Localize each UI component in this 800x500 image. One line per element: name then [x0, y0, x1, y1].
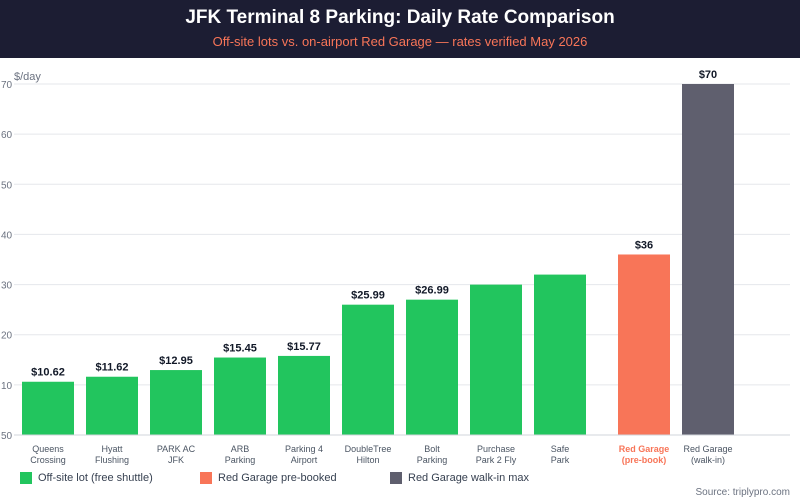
category-label: Red Garage [619, 444, 670, 454]
category-label: JFK [168, 455, 184, 465]
legend-item-prebook: Red Garage pre-booked [200, 471, 337, 485]
legend-swatch-prebook [200, 472, 212, 484]
data-label: $70 [699, 69, 717, 81]
bar [86, 376, 138, 435]
category-label: Park [551, 455, 570, 465]
legend-swatch-walkin [390, 472, 402, 484]
y-tick-label: 10 [1, 381, 13, 392]
bar [534, 274, 586, 435]
data-label: $11.62 [95, 362, 128, 374]
category-label: Park 2 Fly [476, 455, 517, 465]
chart-subtitle: Off-site lots vs. on-airport Red Garage … [212, 34, 588, 49]
category-label: (pre-book) [622, 455, 667, 465]
category-label: Queens [32, 444, 64, 454]
data-label: $15.77 [287, 341, 321, 353]
bar [214, 357, 266, 435]
category-label: PARK AC [157, 444, 196, 454]
category-label: Red Garage [683, 444, 732, 454]
category-label: Parking 4 [285, 444, 323, 454]
data-label: $15.45 [223, 343, 257, 355]
y-tick-label: 50 [1, 431, 13, 442]
data-label: $25.99 [351, 290, 385, 302]
chart-header: JFK Terminal 8 Parking: Daily Rate Compa… [0, 0, 800, 58]
category-label: DoubleTree [345, 444, 392, 454]
legend-label-offsite: Off-site lot (free shuttle) [38, 472, 153, 484]
category-label: Crossing [30, 455, 66, 465]
y-axis-label: $/day [14, 71, 41, 83]
y-tick-label: 40 [1, 230, 13, 241]
data-label: $26.99 [415, 285, 449, 297]
legend-swatch-offsite [20, 472, 32, 484]
y-tick-label: 20 [1, 331, 13, 342]
category-label: Hyatt [101, 444, 123, 454]
legend-item-offsite: Off-site lot (free shuttle) [20, 471, 153, 485]
y-tick-label: 60 [1, 130, 13, 141]
category-label: Parking [225, 455, 256, 465]
bar [682, 84, 734, 435]
bar [470, 284, 522, 435]
category-label: Bolt [424, 444, 440, 454]
legend-label-prebook: Red Garage pre-booked [218, 472, 337, 484]
legend-item-walkin: Red Garage walk-in max [390, 471, 529, 485]
category-label: (walk-in) [691, 455, 725, 465]
y-tick-label: 70 [1, 80, 13, 91]
source-note: Source: triplypro.com [695, 487, 790, 498]
category-label: Hilton [356, 455, 379, 465]
chart-title: JFK Terminal 8 Parking: Daily Rate Compa… [185, 7, 615, 28]
bar [278, 355, 330, 435]
bar [22, 381, 74, 435]
y-tick-label: 50 [1, 180, 13, 191]
bar [342, 304, 394, 435]
category-label: Flushing [95, 455, 129, 465]
bar [618, 254, 670, 435]
category-label: ARB [231, 444, 250, 454]
category-label: Parking [417, 455, 448, 465]
category-label: Safe [551, 444, 570, 454]
category-label: Purchase [477, 444, 515, 454]
y-tick-label: 30 [1, 281, 13, 292]
bar [150, 370, 202, 435]
data-label: $36 [635, 239, 653, 251]
legend-label-walkin: Red Garage walk-in max [408, 472, 530, 484]
data-label: $12.95 [159, 355, 193, 367]
bar [406, 299, 458, 435]
category-label: Airport [291, 455, 318, 465]
data-label: $10.62 [31, 367, 65, 379]
